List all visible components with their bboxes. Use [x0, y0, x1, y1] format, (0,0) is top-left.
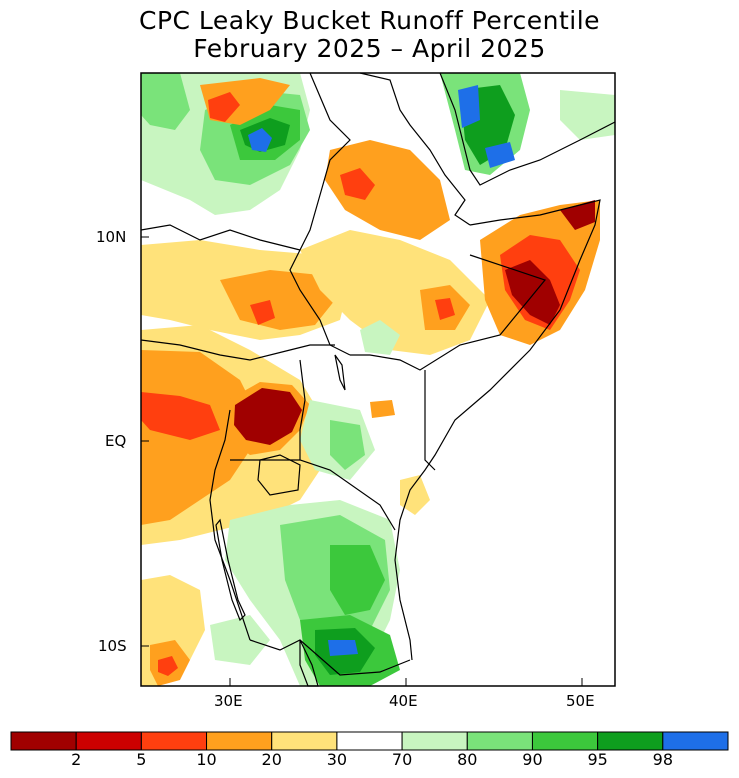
colorbar-label: 80 [457, 750, 478, 769]
lon-label-40e: 40E [389, 692, 418, 710]
country-borders [140, 72, 616, 687]
colorbar-swatch [271, 731, 338, 751]
colorbar-label: 30 [326, 750, 348, 769]
colorbar-label: 95 [587, 750, 608, 769]
wet-tanzania-strong [330, 545, 385, 615]
colorbar-swatch [466, 731, 533, 751]
colorbar-label: 5 [136, 750, 147, 769]
wet-north-sudan-extreme [248, 128, 272, 152]
lat-label-10n: 10N [96, 228, 127, 246]
colorbar-label: 90 [522, 750, 543, 769]
dry-kenya-coast [400, 475, 430, 515]
lat-label-eq: EQ [105, 432, 127, 450]
colorbar-label: 70 [391, 750, 413, 769]
colorbar-label: 98 [652, 750, 673, 769]
colorbar-swatch [10, 731, 77, 751]
plot-frame [140, 72, 616, 687]
colorbar-swatch [401, 731, 468, 751]
very-dry-uganda [234, 388, 302, 445]
wet-ethiopia-patch [360, 320, 400, 355]
wet-yemen-extreme-2 [485, 142, 515, 168]
lat-label-10s: 10S [98, 637, 127, 655]
wet-zambia-patch [210, 615, 270, 665]
colorbar-swatch [336, 731, 403, 751]
colorbar-swatch [206, 731, 273, 751]
wet-kenya-west-mid [330, 420, 365, 470]
dry-south-sudan-core [220, 270, 335, 330]
colorbar [10, 731, 729, 751]
map-title-line1: CPC Leaky Bucket Runoff Percentile [138, 6, 601, 35]
dry-ethiopia-red [435, 298, 455, 320]
colorbar-swatch [75, 731, 142, 751]
dry-region-west [141, 350, 255, 525]
lon-label-50e: 50E [566, 692, 595, 710]
colorbar-swatch [597, 731, 664, 751]
colorbar-swatch [531, 731, 599, 751]
colorbar-swatch [662, 731, 729, 751]
dry-kenya-patch [370, 400, 395, 418]
colorbar-label: 2 [71, 750, 82, 769]
percentile-field [141, 73, 615, 686]
colorbar-label: 10 [196, 750, 217, 769]
dry-south-sudan-red [250, 300, 275, 325]
map-title-line2: February 2025 – April 2025 [193, 34, 546, 63]
wet-arabia-east [560, 90, 615, 140]
wet-yemen-extreme-1 [458, 85, 480, 128]
dry-ethiopia-north [325, 140, 450, 240]
wet-northwest-corner [141, 73, 190, 130]
axis-ticks [141, 236, 583, 686]
lon-label-30e: 30E [214, 692, 243, 710]
colorbar-label: 20 [261, 750, 282, 769]
colorbar-swatch [140, 731, 208, 751]
wet-tanzania-south-extreme [328, 640, 358, 656]
dry-core-west [141, 392, 220, 440]
very-dry-somalia [505, 260, 560, 325]
dry-north-red [208, 92, 240, 122]
dry-southwest-red [158, 656, 178, 676]
dry-ethiopia-north-red [340, 168, 375, 200]
